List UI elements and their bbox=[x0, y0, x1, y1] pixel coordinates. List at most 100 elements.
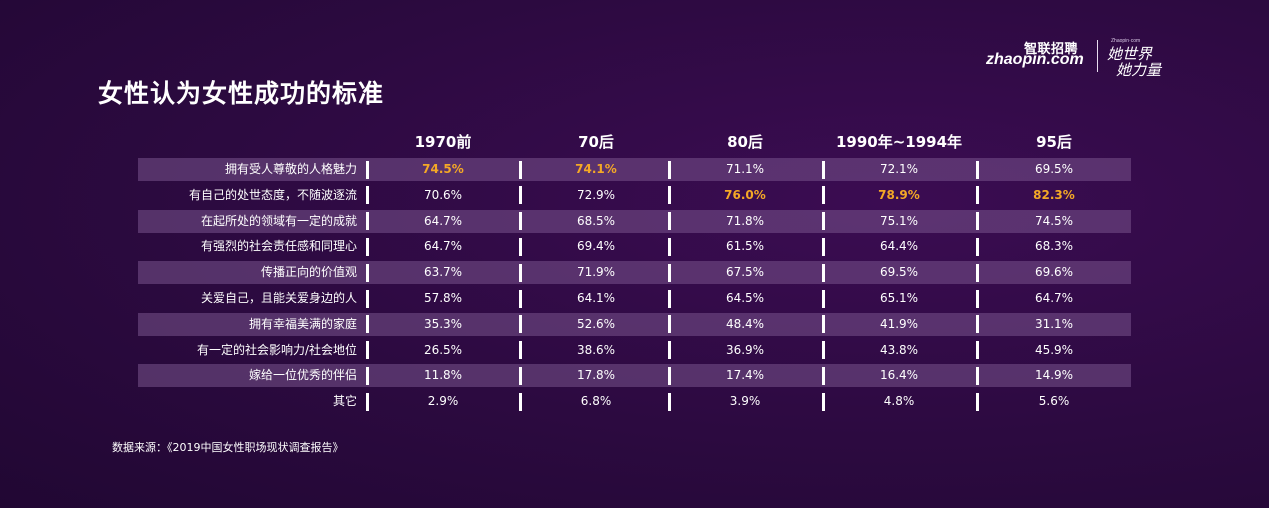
column-separator bbox=[668, 315, 671, 334]
value-cell: 52.6% bbox=[576, 316, 616, 331]
column-separator bbox=[976, 212, 979, 231]
value-cell: 5.6% bbox=[1038, 394, 1070, 409]
column-separator bbox=[976, 392, 979, 411]
row-label: 传播正向的价值观 bbox=[260, 265, 357, 280]
row-label: 其它 bbox=[332, 394, 357, 409]
slogan-logo: Zhaopin·com 她世界 她力量 bbox=[1107, 38, 1169, 80]
column-header: 80后 bbox=[727, 133, 763, 151]
row-band bbox=[138, 364, 1131, 388]
row-band bbox=[138, 312, 1131, 336]
value-cell: 26.5% bbox=[423, 342, 463, 357]
logo-divider bbox=[1097, 40, 1098, 72]
column-separator bbox=[668, 160, 671, 179]
column-separator bbox=[822, 160, 825, 179]
column-separator bbox=[366, 392, 369, 411]
row-label: 有自己的处世态度，不随波逐流 bbox=[188, 187, 357, 202]
column-separator bbox=[822, 212, 825, 231]
value-cell: 64.4% bbox=[879, 239, 919, 254]
value-cell: 71.1% bbox=[725, 162, 765, 176]
highlighted-value-cell: 82.3% bbox=[1033, 187, 1075, 202]
column-separator bbox=[668, 212, 671, 231]
value-cell: 43.8% bbox=[879, 342, 919, 357]
column-separator bbox=[519, 212, 522, 231]
value-cell: 2.9% bbox=[427, 394, 459, 409]
row-band bbox=[138, 209, 1131, 233]
value-cell: 16.4% bbox=[879, 368, 919, 383]
value-cell: 31.1% bbox=[1034, 316, 1074, 331]
value-cell: 17.4% bbox=[725, 368, 765, 383]
column-separator bbox=[822, 237, 825, 256]
highlighted-value-cell: 78.9% bbox=[878, 187, 920, 202]
column-separator bbox=[976, 160, 979, 179]
row-label: 有一定的社会影响力/社会地位 bbox=[196, 342, 357, 357]
row-band bbox=[138, 158, 1131, 181]
slogan-line-2: 她力量 bbox=[1116, 61, 1162, 79]
data-source: 数据来源：《2019中国女性职场现状调查报告》 bbox=[112, 441, 344, 454]
value-cell: 45.9% bbox=[1034, 342, 1074, 357]
column-separator bbox=[366, 212, 369, 231]
value-cell: 38.6% bbox=[576, 342, 616, 357]
column-separator bbox=[822, 392, 825, 411]
column-separator bbox=[976, 263, 979, 282]
value-cell: 57.8% bbox=[423, 291, 463, 305]
value-cell: 36.9% bbox=[725, 342, 765, 357]
value-cell: 6.8% bbox=[580, 394, 612, 409]
column-separator bbox=[822, 289, 825, 308]
row-label: 拥有幸福美满的家庭 bbox=[248, 316, 357, 331]
column-separator bbox=[822, 263, 825, 282]
column-separator bbox=[366, 160, 369, 179]
column-separator bbox=[668, 392, 671, 411]
value-cell: 75.1% bbox=[879, 213, 919, 228]
column-separator bbox=[366, 341, 369, 360]
value-cell: 61.5% bbox=[725, 239, 765, 254]
value-cell: 72.1% bbox=[879, 162, 919, 176]
column-separator bbox=[519, 366, 522, 385]
value-cell: 71.8% bbox=[725, 213, 765, 228]
column-separator bbox=[976, 315, 979, 334]
column-separator bbox=[668, 289, 671, 308]
column-separator bbox=[976, 237, 979, 256]
value-cell: 63.7% bbox=[423, 265, 463, 280]
row-label: 在起所处的领域有一定的成就 bbox=[200, 213, 357, 228]
column-separator bbox=[366, 366, 369, 385]
column-separator bbox=[366, 263, 369, 282]
value-cell: 11.8% bbox=[423, 368, 463, 383]
row-label: 拥有受人尊敬的人格魅力 bbox=[224, 162, 357, 176]
logo-brand-en: zhaopin.com bbox=[986, 51, 1084, 68]
column-separator bbox=[668, 366, 671, 385]
column-separator bbox=[519, 160, 522, 179]
slogan-tiny: Zhaopin·com bbox=[1111, 38, 1141, 44]
value-cell: 69.6% bbox=[1034, 265, 1074, 280]
column-separator bbox=[976, 186, 979, 205]
highlighted-value-cell: 74.5% bbox=[422, 162, 464, 176]
row-label: 有强烈的社会责任感和同理心 bbox=[200, 239, 357, 254]
column-separator bbox=[668, 237, 671, 256]
column-separator bbox=[519, 237, 522, 256]
column-header: 1990年~1994年 bbox=[835, 133, 963, 151]
value-cell: 72.9% bbox=[576, 187, 616, 202]
value-cell: 64.5% bbox=[725, 291, 765, 305]
column-separator bbox=[822, 186, 825, 205]
column-separator bbox=[822, 366, 825, 385]
logo-brand-cn: 智联招聘 bbox=[1024, 42, 1079, 57]
column-separator bbox=[519, 263, 522, 282]
value-cell: 17.8% bbox=[576, 368, 616, 383]
value-cell: 41.9% bbox=[879, 316, 919, 331]
column-separator bbox=[519, 392, 522, 411]
column-separator bbox=[366, 237, 369, 256]
value-cell: 69.5% bbox=[1034, 162, 1074, 176]
value-cell: 74.5% bbox=[1034, 213, 1074, 228]
highlighted-value-cell: 76.0% bbox=[724, 187, 766, 202]
row-band bbox=[138, 261, 1131, 285]
highlighted-value-cell: 74.1% bbox=[575, 162, 617, 176]
value-cell: 35.3% bbox=[423, 316, 463, 331]
column-header: 95后 bbox=[1036, 133, 1072, 151]
column-separator bbox=[366, 315, 369, 334]
page-title: 女性认为女性成功的标准 bbox=[98, 79, 385, 108]
column-separator bbox=[366, 186, 369, 205]
zhaopin-logo: 智联招聘 zhaopin.com bbox=[986, 38, 1086, 80]
column-separator bbox=[976, 341, 979, 360]
column-separator bbox=[976, 366, 979, 385]
value-cell: 69.5% bbox=[879, 265, 919, 280]
